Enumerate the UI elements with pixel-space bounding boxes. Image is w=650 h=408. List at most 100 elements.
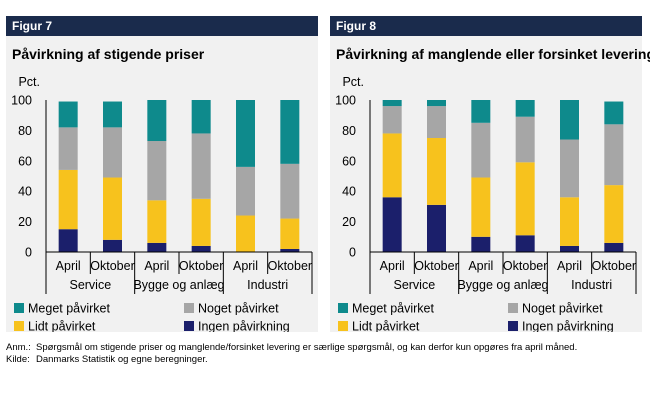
x-group-label: Service <box>69 278 111 292</box>
legend-swatch <box>14 303 24 313</box>
bar-segment <box>471 177 491 237</box>
bar-segment <box>427 204 446 252</box>
legend-swatch <box>338 321 348 331</box>
legend-label: Lidt påvirket <box>28 320 96 333</box>
bar-segment <box>604 101 624 125</box>
x-tick-label: April <box>468 259 493 273</box>
footnotes: Anm.: Spørgsmål om stigende priser og man… <box>6 342 577 366</box>
bar-segment <box>280 163 300 219</box>
bar-segment <box>604 242 624 252</box>
bar-segment <box>471 236 491 252</box>
y-tick-label: 20 <box>342 215 356 229</box>
legend-label: Ingen påvirkning <box>198 320 290 333</box>
x-tick-label: April <box>233 259 258 273</box>
figure-7-panel: Figur 7 Påvirkning af stigende priser Pc… <box>6 16 318 332</box>
bar-segment <box>236 100 255 167</box>
legend-label: Meget påvirket <box>28 302 111 316</box>
bar-segment <box>560 245 579 252</box>
bar-segment <box>191 198 211 246</box>
legend-swatch <box>14 321 24 331</box>
bar-segment <box>236 215 255 252</box>
x-group-label: Industri <box>247 278 288 292</box>
y-tick-label: 40 <box>18 185 32 199</box>
bar-segment <box>515 235 535 252</box>
bar-segment <box>560 139 579 198</box>
figure-8-title: Påvirkning af manglende eller forsinket … <box>336 46 650 62</box>
x-tick-label: April <box>557 259 582 273</box>
bar-segment <box>191 245 211 252</box>
bar-segment <box>280 218 300 249</box>
y-axis-title: Pct. <box>342 75 364 89</box>
legend-swatch <box>508 321 518 331</box>
figure-8-label: Figur 8 <box>330 16 642 36</box>
bar-segment <box>382 197 402 252</box>
x-tick-label: April <box>56 259 81 273</box>
figure-7-title: Påvirkning af stigende priser <box>12 46 205 62</box>
bar-segment <box>147 100 167 142</box>
bar-segment <box>515 100 535 117</box>
bar-segment <box>103 101 122 128</box>
bar-segment <box>382 106 402 134</box>
bar-segment <box>103 239 122 252</box>
legend-label: Ingen påvirkning <box>522 320 614 333</box>
legend-label: Meget påvirket <box>352 302 435 316</box>
bar-segment <box>147 242 167 252</box>
figure-7-chart: Pct. 0 20 40 60 80 100 April Oktober April Oktober… <box>11 75 313 333</box>
bar-segment <box>560 100 579 140</box>
x-tick-label: April <box>380 259 405 273</box>
bar-segment <box>604 124 624 186</box>
x-group-label: Industri <box>571 278 612 292</box>
note-text: Spørgsmål om stigende priser og manglend… <box>36 342 578 353</box>
y-tick-label: 20 <box>18 215 32 229</box>
x-tick-label: Oktober <box>179 259 223 273</box>
bar-segment <box>427 100 446 107</box>
bar-segment <box>280 100 300 164</box>
source-label: Kilde: <box>6 354 30 365</box>
y-tick-label: 80 <box>342 124 356 138</box>
bar-segment <box>471 100 491 123</box>
legend-swatch <box>508 303 518 313</box>
x-group-label: Bygge og anlæg <box>133 278 224 292</box>
bar-segment <box>427 106 446 138</box>
bar-segment <box>147 200 167 243</box>
legend-swatch <box>338 303 348 313</box>
y-tick-label: 60 <box>18 154 32 168</box>
bar-segment <box>515 162 535 236</box>
legend-swatch <box>184 303 194 313</box>
x-group-label: Bygge og anlæg <box>457 278 548 292</box>
y-tick-label: 40 <box>342 185 356 199</box>
y-tick-label: 0 <box>349 246 356 260</box>
bar-segment <box>58 127 78 170</box>
bar-segment <box>236 166 255 216</box>
bar-segment <box>427 138 446 205</box>
x-tick-label: Oktober <box>592 259 636 273</box>
bar-segment <box>280 248 300 252</box>
bar-segment <box>471 122 491 178</box>
x-tick-label: Oktober <box>90 259 134 273</box>
legend-label: Noget påvirket <box>522 302 603 316</box>
legend-swatch <box>184 321 194 331</box>
bar-segment <box>58 101 78 128</box>
x-tick-label: Oktober <box>503 259 547 273</box>
y-tick-label: 100 <box>11 94 32 108</box>
bar-segment <box>382 133 402 198</box>
bar-segment <box>515 116 535 163</box>
y-tick-label: 80 <box>18 124 32 138</box>
note-label: Anm.: <box>6 342 31 353</box>
bar-segment <box>58 229 78 252</box>
y-tick-label: 0 <box>25 246 32 260</box>
bar-segment <box>103 127 122 178</box>
bar-segment <box>560 197 579 246</box>
figure-8-chart: Pct. 0 20 40 60 80 100 April Oktober April Oktober… <box>335 75 637 333</box>
x-tick-label: Oktober <box>268 259 312 273</box>
bar-segment <box>58 169 78 230</box>
y-axis-title: Pct. <box>18 75 40 89</box>
y-tick-label: 60 <box>342 154 356 168</box>
bar-segment <box>604 185 624 243</box>
source-row: Kilde: Danmarks Statistik og egne beregni… <box>6 354 577 366</box>
x-tick-label: April <box>144 259 169 273</box>
bar-segment <box>147 141 167 201</box>
note-row: Anm.: Spørgsmål om stigende priser og man… <box>6 342 577 354</box>
x-group-label: Service <box>393 278 435 292</box>
figure-8-panel: Figur 8 Påvirkning af manglende eller fo… <box>330 16 650 333</box>
